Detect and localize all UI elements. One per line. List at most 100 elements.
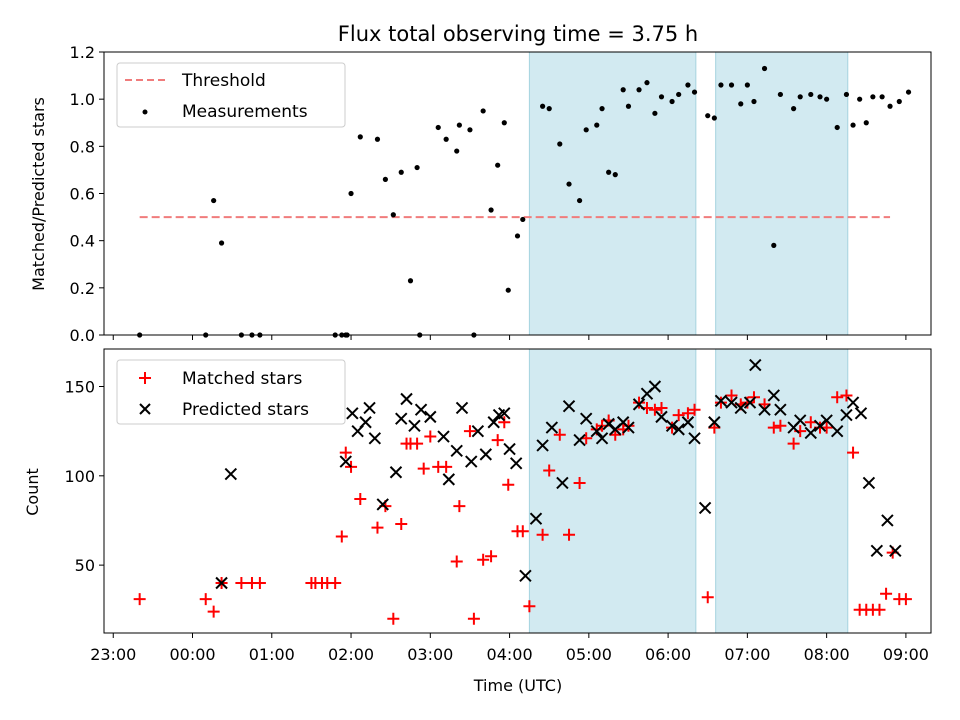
top-y-tick-label: 1.0 (70, 90, 95, 109)
measurement-point (850, 122, 856, 128)
predicted-star-point (455, 401, 469, 415)
predicted-star-point (442, 473, 456, 486)
predicted-star-point (622, 421, 635, 434)
x-tick-label: 02:00 (328, 645, 374, 664)
x-tick-label: 03:00 (407, 645, 453, 664)
matched-star-point (354, 493, 367, 506)
top-legend: Threshold Measurements (116, 62, 346, 128)
matched-star-point (477, 553, 490, 566)
observing-window-region (528, 51, 697, 336)
measurement-point (636, 87, 642, 93)
observing-window-region (715, 348, 849, 634)
predicted-star-point (498, 407, 511, 420)
measurement-point (705, 113, 711, 119)
matched-stars-points (133, 389, 912, 625)
x-tick-label: 05:00 (566, 645, 612, 664)
predicted-star-point (734, 401, 747, 415)
matched-star-point (199, 593, 212, 606)
predicted-star-point (503, 442, 516, 456)
matched-star-point (498, 416, 511, 429)
matched-star-point (411, 437, 424, 450)
observing-window-region (528, 348, 697, 634)
x-tick-label: 09:00 (883, 645, 929, 664)
measurement-point (612, 172, 618, 178)
chart-title: Flux total observing time = 3.75 h (338, 22, 698, 46)
predicted-star-point (519, 569, 532, 583)
predicted-star-point (743, 396, 757, 409)
predicted-star-point (346, 407, 359, 420)
bottom-shaded-regions (528, 348, 849, 634)
predicted-star-point (579, 412, 593, 425)
predicted-star-point (437, 430, 450, 443)
measurement-point (905, 89, 912, 95)
matched-legend-label: Matched stars (182, 369, 302, 389)
measurement-point (514, 233, 521, 239)
predicted-star-point (862, 476, 876, 490)
predicted-star-point (487, 416, 500, 429)
predicted-star-point (450, 444, 463, 458)
matched-star-point (873, 603, 886, 616)
predicted-star-point (758, 403, 771, 416)
matched-star-point (714, 396, 727, 409)
measurement-point (357, 134, 363, 140)
measurement-point (211, 197, 217, 204)
matched-star-point (467, 612, 480, 625)
x-tick-label: 23:00 (90, 645, 136, 664)
matched-star-point (672, 409, 685, 422)
matched-star-point (440, 460, 453, 473)
matched-star-point (523, 600, 536, 613)
matched-star-point (774, 419, 787, 432)
measurement-point (817, 94, 823, 100)
matched-star-point (133, 593, 146, 606)
predicted-star-point (889, 544, 902, 558)
predicted-star-point (408, 419, 421, 433)
x-tick-label: 06:00 (645, 645, 691, 664)
predicted-star-point (767, 389, 780, 402)
predicted-star-point (359, 416, 372, 429)
threshold-legend-label: Threshold (181, 71, 266, 91)
measurement-point (652, 110, 658, 116)
predicted-star-point (749, 358, 762, 372)
measurement-point (382, 176, 388, 182)
top-panel: 0.0 0.2 0.4 0.6 0.8 1.0 1.2 Matched/Predicted … (29, 43, 932, 345)
measurement-point (501, 120, 507, 126)
measurement-point (480, 108, 486, 114)
predicted-star-point (655, 410, 668, 424)
measurement-point (467, 127, 473, 133)
predicted-star-point (424, 410, 437, 424)
predicted-star-point (804, 426, 817, 440)
measurement-point (488, 207, 494, 213)
measurement-point (658, 94, 665, 100)
predicted-stars-points (215, 358, 902, 590)
predicted-star-point (881, 514, 894, 527)
bottom-y-tick-label: 100 (64, 467, 95, 486)
x-tick-label: 00:00 (169, 645, 215, 664)
measurement-point (435, 124, 441, 131)
measurement-point (454, 148, 460, 154)
measurement-point (594, 122, 600, 128)
measurement-point (443, 136, 449, 142)
top-y-tick-label: 0.0 (70, 326, 95, 345)
matched-star-point (688, 403, 701, 416)
measurements-legend-swatch (142, 109, 148, 115)
predicted-star-point (665, 419, 679, 433)
measurement-point (398, 169, 404, 175)
x-tick-label: 04:00 (487, 645, 533, 664)
predicted-star-point (725, 396, 738, 409)
measurement-point (685, 82, 691, 88)
measurement-point (808, 91, 814, 98)
predicted-star-point (395, 412, 408, 425)
measurement-point (644, 80, 650, 86)
predicted-star-point (846, 396, 860, 409)
predicted-star-point (529, 512, 543, 525)
matched-star-point (536, 528, 549, 541)
matched-star-point (485, 550, 498, 563)
measurement-point (887, 103, 893, 109)
predicted-star-point (820, 414, 833, 427)
matched-star-point (804, 416, 817, 429)
x-tick-label: 01:00 (249, 645, 295, 664)
measurement-point (761, 65, 768, 72)
measurement-point (797, 94, 803, 100)
measurement-point (218, 240, 225, 246)
